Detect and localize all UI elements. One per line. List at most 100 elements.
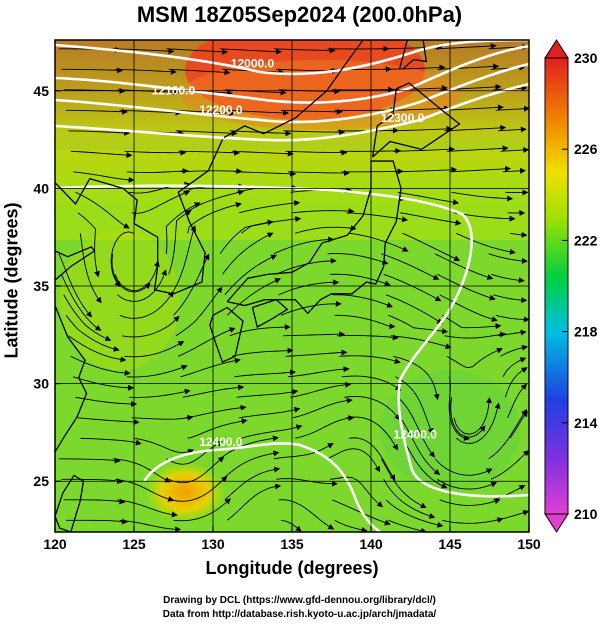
coastline-segment — [55, 139, 224, 295]
streamline — [295, 415, 355, 439]
streamline — [222, 232, 274, 275]
streamline — [402, 438, 448, 489]
streamline — [495, 105, 529, 112]
streamline — [341, 375, 402, 391]
streamline — [383, 64, 446, 71]
x-axis-ticks: 120 125 130 135 140 145 150 — [43, 526, 541, 552]
coastline-segment — [55, 246, 96, 281]
streamline — [280, 519, 302, 532]
contour-label: 12100.0 — [152, 84, 196, 98]
coastline-segment — [55, 305, 88, 453]
streamline — [171, 476, 228, 502]
coastline-segment — [251, 298, 289, 328]
streamline — [450, 397, 486, 438]
streamline — [185, 404, 247, 419]
streamline — [224, 254, 277, 296]
streamline — [168, 209, 192, 275]
streamline — [290, 381, 352, 398]
streamline — [446, 347, 503, 369]
streamline — [390, 125, 453, 132]
streamline — [488, 408, 528, 460]
streamline — [278, 279, 340, 296]
streamline — [226, 278, 281, 316]
coastlines — [55, 40, 461, 532]
streamline — [112, 48, 175, 55]
streamline — [444, 331, 507, 339]
streamline — [288, 170, 350, 177]
streamline — [348, 437, 396, 481]
streamline — [327, 448, 381, 473]
credit-data: Data from http://database.rish.kyoto-u.a… — [162, 609, 437, 620]
streamline — [437, 63, 500, 70]
y-tick-label: 35 — [33, 278, 49, 294]
streamline — [241, 424, 303, 439]
x-tick-label: 150 — [517, 536, 541, 552]
x-tick-label: 145 — [438, 536, 462, 552]
streamline — [395, 376, 434, 435]
colorbar-tick-label: 214 — [574, 415, 598, 431]
streamline — [385, 294, 443, 325]
streamline — [220, 48, 282, 55]
streamline — [493, 294, 528, 304]
streamline — [236, 388, 299, 398]
streamline — [131, 414, 194, 421]
streamline — [390, 335, 452, 350]
colorbar: 210 214 218 222 226 230 — [544, 39, 598, 533]
streamline — [180, 357, 241, 378]
streamline — [219, 435, 279, 460]
streamline — [393, 146, 455, 153]
streamline — [73, 171, 135, 183]
streamline — [178, 149, 241, 156]
streamline — [124, 149, 187, 156]
streamline — [292, 208, 355, 215]
streamline — [238, 200, 301, 214]
streamline — [285, 149, 348, 156]
streamline — [288, 366, 350, 378]
streamline — [509, 410, 528, 439]
streamline — [73, 376, 135, 391]
streamline — [273, 47, 336, 54]
streamline — [63, 498, 126, 505]
streamline — [68, 335, 127, 363]
x-tick-label: 135 — [280, 536, 304, 552]
streamline — [434, 253, 494, 280]
streamline — [339, 355, 401, 364]
streamline — [173, 109, 236, 117]
streamline — [227, 109, 290, 116]
coastline-segment — [223, 40, 364, 139]
streamline — [332, 294, 393, 308]
streamline — [77, 417, 140, 425]
streamline — [444, 124, 507, 132]
coastline-segment — [402, 40, 428, 70]
streamline — [178, 327, 236, 357]
colorbar-tick-label: 210 — [574, 506, 598, 522]
streamline — [434, 42, 497, 50]
streamline — [119, 519, 182, 532]
streamline — [439, 294, 498, 322]
streamline — [446, 145, 509, 152]
y-tick-label: 30 — [33, 376, 49, 392]
streamline — [168, 456, 225, 484]
streamline — [111, 253, 151, 293]
streamline — [234, 369, 297, 378]
streamline — [329, 273, 391, 287]
streamline — [383, 479, 436, 519]
streamline — [439, 498, 501, 506]
streamline — [63, 294, 112, 342]
contour-label: 12300.0 — [381, 111, 425, 125]
contour-label: 12400.0 — [394, 427, 438, 441]
streamline — [231, 150, 294, 157]
y-axis-ticks: 25 30 35 40 45 — [33, 83, 61, 489]
x-tick-label: 125 — [122, 536, 146, 552]
streamline — [509, 231, 528, 238]
y-tick-label: 25 — [33, 473, 49, 489]
streamline — [66, 108, 128, 115]
streamline — [129, 388, 191, 398]
colorbar-tick-label: 230 — [574, 50, 598, 66]
streamline — [341, 168, 404, 175]
streamline — [115, 68, 177, 75]
streamline — [500, 147, 529, 154]
streamline — [75, 396, 138, 407]
streamline — [495, 509, 529, 521]
